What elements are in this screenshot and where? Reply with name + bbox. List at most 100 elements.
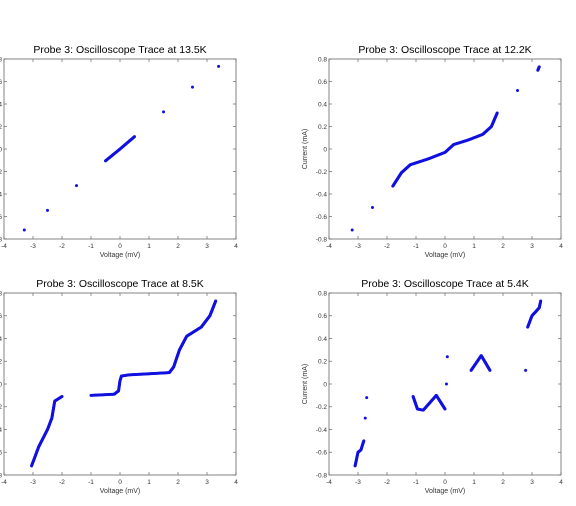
x-axis-label: Voltage (mV) [425, 252, 465, 259]
chart-panel: Probe 3: Oscilloscope Trace at 8.5K -4 -3 -… [0, 278, 238, 495]
x-tick-label: 4 [234, 479, 238, 486]
data-series [350, 65, 541, 232]
x-tick-label: 0 [443, 479, 447, 486]
x-tick-label: 1 [472, 243, 476, 250]
y-tick-label: -0.8 [0, 472, 2, 479]
chart-panel: Probe 3: Oscilloscope Trace at 12.2K -4 -3… [302, 44, 563, 259]
y-tick-label: 0.2 [0, 359, 2, 366]
chart-title: Probe 3: Oscilloscope Trace at 5.4K [361, 278, 529, 290]
y-tick-label: -0.2 [316, 404, 328, 411]
x-tick-label: 3 [530, 243, 534, 250]
x-tick-label: 3 [530, 479, 534, 486]
x-tick-label: 2 [176, 479, 180, 486]
y-tick-label: -0.8 [0, 236, 2, 243]
x-tick-label: 4 [234, 243, 238, 250]
y-tick-label: 0.8 [318, 290, 327, 297]
x-axis-label: Voltage (mV) [100, 488, 140, 495]
x-tick-label: 2 [501, 479, 505, 486]
data-point [488, 368, 492, 372]
y-tick-label: 0.6 [318, 313, 327, 320]
x-tick-label: -2 [59, 243, 65, 250]
x-tick-label: -2 [59, 479, 65, 486]
y-tick-label: 0.8 [318, 56, 327, 63]
x-tick-label: -3 [355, 479, 361, 486]
data-point [363, 416, 367, 420]
y-tick-label: -0.6 [316, 450, 328, 457]
x-tick-label: -1 [88, 243, 94, 250]
chart-title: Probe 3: Oscilloscope Trace at 13.5K [33, 44, 206, 56]
y-tick-label: 0 [323, 146, 327, 153]
x-tick-label: -4 [1, 243, 7, 250]
y-tick-label: -0.8 [316, 236, 328, 243]
x-tick-label: -4 [326, 479, 332, 486]
data-point [443, 407, 447, 411]
y-tick-label: 0.4 [0, 101, 2, 108]
x-tick-label: 0 [443, 243, 447, 250]
data-point [524, 368, 528, 372]
x-tick-label: 2 [176, 243, 180, 250]
y-tick-label: 0.2 [318, 124, 327, 131]
y-tick-label: 0 [323, 381, 327, 388]
y-tick-label: 0.8 [0, 290, 2, 297]
x-tick-label: 1 [147, 479, 151, 486]
y-tick-label: -0.6 [316, 214, 328, 221]
x-tick-label: 2 [501, 243, 505, 250]
y-tick-label: 0.6 [0, 313, 2, 320]
data-point [537, 65, 541, 69]
x-tick-label: -1 [413, 479, 419, 486]
data-point [362, 439, 366, 443]
x-tick-label: -3 [30, 243, 36, 250]
y-tick-label: 0.4 [318, 101, 327, 108]
x-tick-label: -1 [88, 479, 94, 486]
x-tick-label: 4 [559, 243, 563, 250]
data-point [371, 206, 374, 209]
data-series [30, 299, 218, 468]
y-tick-label: -0.2 [316, 169, 328, 176]
y-tick-label: -0.8 [316, 472, 328, 479]
chart-title: Probe 3: Oscilloscope Trace at 12.2K [358, 44, 531, 56]
y-tick-label: 0.2 [0, 124, 2, 131]
data-point [22, 228, 26, 232]
x-tick-label: 3 [205, 243, 209, 250]
data-point [191, 85, 194, 89]
y-tick-label: -0.2 [0, 169, 2, 176]
y-tick-label: 0 [0, 146, 2, 153]
x-axis-label: Voltage (mV) [100, 252, 140, 259]
x-tick-label: -3 [30, 479, 36, 486]
x-tick-label: 1 [472, 479, 476, 486]
data-point [60, 395, 64, 399]
x-axis-label: Voltage (mV) [425, 488, 465, 495]
plot-frame [328, 58, 562, 240]
y-tick-label: -0.2 [0, 404, 2, 411]
chart-panel: Probe 3: Oscilloscope Trace at 5.4K -4 -3 -… [302, 278, 563, 495]
y-axis-label: Current (mA) [302, 129, 309, 169]
y-tick-label: 0.8 [0, 56, 2, 63]
y-tick-label: -0.4 [0, 427, 2, 434]
x-tick-label: -4 [326, 243, 332, 250]
data-point [350, 228, 354, 232]
data-series [22, 64, 221, 232]
chart-panel: Probe 3: Oscilloscope Trace at 13.5K -4 -3… [0, 44, 238, 259]
x-tick-label: 0 [118, 243, 122, 250]
data-point [495, 111, 499, 115]
y-axis-label: Current (mA) [302, 364, 309, 404]
x-tick-label: 3 [205, 479, 209, 486]
data-point [162, 110, 165, 114]
y-tick-label: 0.6 [0, 79, 2, 86]
x-tick-label: 4 [559, 479, 563, 486]
y-tick-label: 0.6 [318, 79, 327, 86]
data-point [217, 64, 221, 68]
x-tick-label: -4 [1, 479, 7, 486]
data-point [75, 184, 78, 188]
x-tick-label: -1 [413, 243, 419, 250]
x-tick-label: 0 [118, 479, 122, 486]
data-point [444, 382, 448, 386]
x-tick-label: -2 [384, 479, 390, 486]
x-tick-label: 1 [147, 243, 151, 250]
y-tick-label: 0.4 [0, 336, 2, 343]
data-point [46, 208, 49, 212]
y-tick-label: -0.4 [0, 191, 2, 198]
data-series [353, 299, 543, 468]
y-tick-label: 0.4 [318, 336, 327, 343]
